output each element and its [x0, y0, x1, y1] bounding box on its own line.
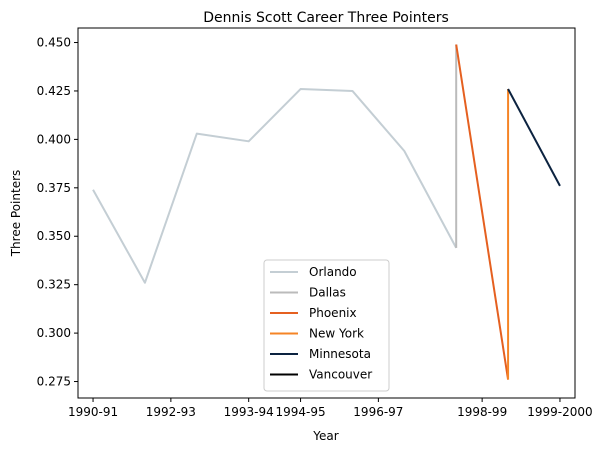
x-tick-label: 1993-94	[224, 405, 274, 419]
chart-title: Dennis Scott Career Three Pointers	[203, 10, 449, 26]
legend-label: Vancouver	[309, 368, 372, 382]
series-line-orlando	[92, 88, 458, 284]
plot-lines	[92, 44, 561, 380]
y-tick-label: 0.400	[37, 132, 71, 146]
x-tick-label: 1990-91	[68, 405, 118, 419]
plot-area-frame	[77, 27, 576, 399]
series-line-minnesota	[507, 88, 561, 187]
x-tick-label: 1992-93	[146, 405, 196, 419]
y-tick-label: 0.325	[37, 278, 71, 292]
y-tick-label: 0.425	[37, 84, 71, 98]
x-axis: 1990-91 1992-93 1993-94 1994-95 1996-97 1998-…	[68, 398, 593, 419]
y-tick-label: 0.275	[37, 375, 71, 389]
y-axis-label: Three Pointers	[9, 170, 23, 258]
x-tick-label: 1998-99	[457, 405, 507, 419]
legend-label: New York	[309, 327, 364, 341]
y-axis: 0.275 0.300 0.325 0.350 0.375 0.400 0.425 0.450	[37, 36, 78, 389]
series-line-phoenix	[455, 44, 510, 380]
x-tick-label: 1999-2000	[527, 405, 592, 419]
legend: Orlando Dallas Phoenix New York Minnesota Van…	[263, 259, 390, 392]
legend-label: Orlando	[309, 265, 357, 279]
y-tick-label: 0.375	[37, 181, 71, 195]
x-tick-label: 1994-95	[275, 405, 325, 419]
y-tick-label: 0.300	[37, 326, 71, 340]
x-axis-label: Year	[312, 429, 338, 443]
legend-label: Dallas	[309, 286, 346, 300]
y-tick-label: 0.350	[37, 229, 71, 243]
y-tick-label: 0.450	[37, 36, 71, 50]
x-tick-label: 1996-97	[353, 405, 403, 419]
legend-label: Phoenix	[309, 306, 357, 320]
legend-label: Minnesota	[309, 347, 371, 361]
